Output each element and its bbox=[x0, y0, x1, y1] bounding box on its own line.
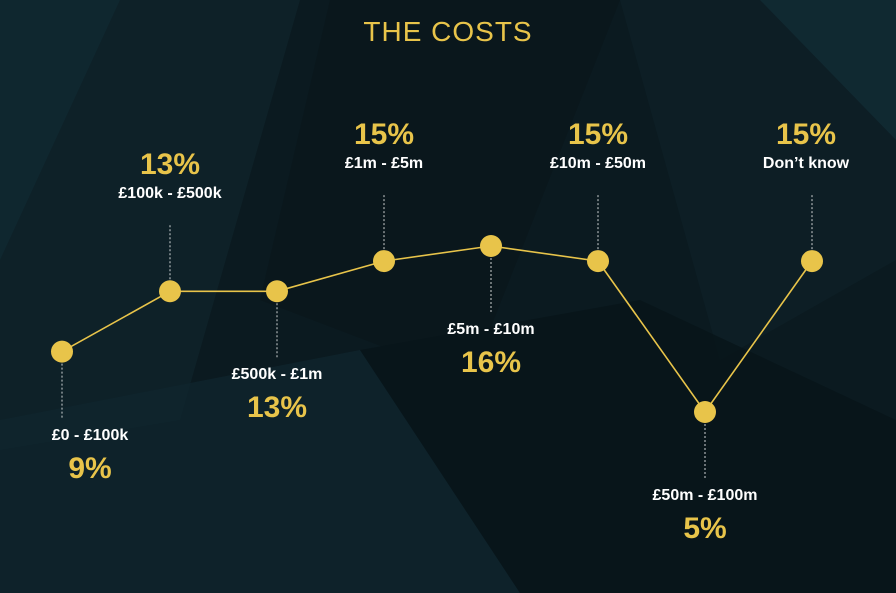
value-label: 13% bbox=[139, 148, 201, 182]
data-point bbox=[801, 250, 823, 273]
value-label: 13% bbox=[246, 391, 308, 425]
value-label: 5% bbox=[683, 512, 727, 545]
data-point bbox=[159, 280, 181, 303]
data-point bbox=[373, 250, 395, 273]
data-point bbox=[587, 250, 609, 273]
chart-title: THE COSTS bbox=[363, 16, 533, 47]
category-label: £5m - £10m bbox=[447, 321, 535, 338]
category-label: £500k - £1m bbox=[231, 366, 323, 384]
value-label: 15% bbox=[353, 118, 415, 152]
value-label: 16% bbox=[460, 346, 522, 379]
category-label: £0 - £100k bbox=[51, 426, 129, 444]
value-label: 9% bbox=[68, 451, 112, 485]
series-line bbox=[61, 245, 813, 414]
value-label: 15% bbox=[775, 118, 837, 152]
category-label: £100k - £500k bbox=[118, 185, 222, 203]
category-label: Don’t know bbox=[762, 155, 850, 173]
category-label: £10m - £50m bbox=[549, 155, 647, 173]
data-point bbox=[51, 340, 73, 363]
value-label: 15% bbox=[567, 118, 629, 152]
category-label: £1m - £5m bbox=[344, 155, 424, 173]
category-label: £50m - £100m bbox=[652, 487, 758, 504]
data-point bbox=[480, 235, 502, 257]
data-point bbox=[266, 280, 288, 303]
data-point bbox=[694, 401, 716, 423]
